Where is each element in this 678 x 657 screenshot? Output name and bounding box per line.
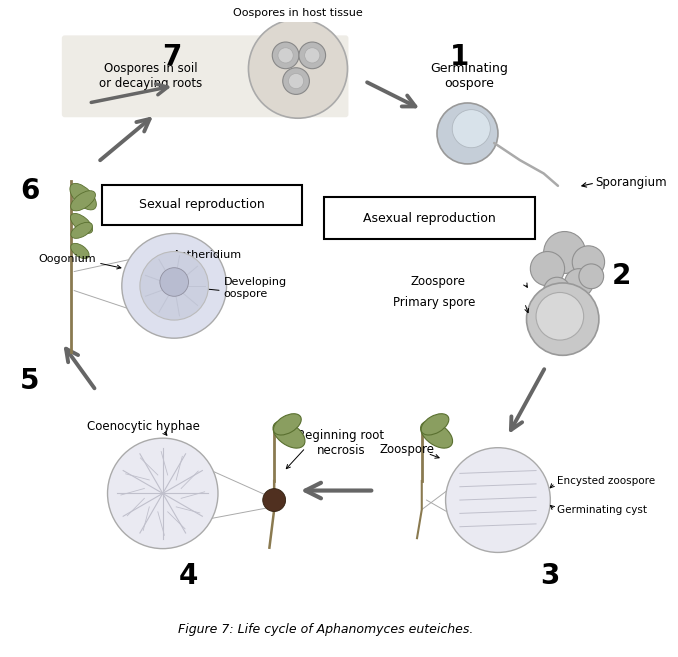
Circle shape xyxy=(452,110,490,148)
Text: 5: 5 xyxy=(20,367,39,395)
Ellipse shape xyxy=(71,214,93,233)
Ellipse shape xyxy=(421,414,449,435)
Circle shape xyxy=(283,68,309,95)
Ellipse shape xyxy=(273,421,305,448)
Ellipse shape xyxy=(273,414,301,435)
Ellipse shape xyxy=(420,421,453,448)
Circle shape xyxy=(160,267,188,296)
Ellipse shape xyxy=(71,222,92,238)
Text: 7: 7 xyxy=(163,43,182,71)
Circle shape xyxy=(304,48,320,63)
Ellipse shape xyxy=(71,191,96,211)
Text: 6: 6 xyxy=(20,177,39,204)
Circle shape xyxy=(108,438,218,549)
Text: 2: 2 xyxy=(612,262,631,290)
Text: Beginning root
necrosis: Beginning root necrosis xyxy=(297,429,384,457)
Text: Sporangium: Sporangium xyxy=(595,177,666,189)
Circle shape xyxy=(544,231,586,273)
Circle shape xyxy=(288,74,304,89)
Circle shape xyxy=(579,264,603,288)
Text: Developing
oospore: Developing oospore xyxy=(224,277,287,298)
Ellipse shape xyxy=(71,243,89,259)
FancyBboxPatch shape xyxy=(323,197,535,239)
FancyBboxPatch shape xyxy=(102,185,302,225)
Circle shape xyxy=(530,252,565,286)
Text: Antheridium: Antheridium xyxy=(173,250,242,260)
Circle shape xyxy=(278,48,293,63)
Circle shape xyxy=(527,283,599,355)
Text: Encysted zoospore: Encysted zoospore xyxy=(557,476,655,486)
Circle shape xyxy=(536,292,584,340)
Text: 3: 3 xyxy=(540,562,560,590)
Text: Zoospore: Zoospore xyxy=(379,443,434,456)
Circle shape xyxy=(140,252,208,320)
Circle shape xyxy=(248,19,348,118)
Circle shape xyxy=(565,269,593,297)
Text: Figure 7: Life cycle of Aphanomyces euteiches.: Figure 7: Life cycle of Aphanomyces eute… xyxy=(178,623,473,636)
Text: Sexual reproduction: Sexual reproduction xyxy=(139,198,264,212)
Circle shape xyxy=(299,42,325,69)
Circle shape xyxy=(273,42,299,69)
Text: Primary spore: Primary spore xyxy=(393,296,475,309)
Text: Oospores in soil
or decaying roots: Oospores in soil or decaying roots xyxy=(99,62,202,90)
Circle shape xyxy=(572,246,605,278)
Text: Zoospore: Zoospore xyxy=(410,275,465,288)
Text: Oogonium: Oogonium xyxy=(39,254,96,264)
Circle shape xyxy=(445,447,551,553)
Ellipse shape xyxy=(70,183,96,210)
Circle shape xyxy=(122,233,226,338)
Text: Oospores in host tissue: Oospores in host tissue xyxy=(233,7,363,18)
Text: Coenocytic hyphae: Coenocytic hyphae xyxy=(87,420,200,433)
Text: 4: 4 xyxy=(179,562,198,590)
Text: Asexual reproduction: Asexual reproduction xyxy=(363,212,496,225)
Text: Germinating cyst: Germinating cyst xyxy=(557,505,647,514)
Text: 1: 1 xyxy=(450,43,469,71)
Circle shape xyxy=(544,277,570,304)
Text: Germinating
oospore: Germinating oospore xyxy=(431,62,508,90)
Circle shape xyxy=(437,103,498,164)
Circle shape xyxy=(263,489,285,512)
FancyBboxPatch shape xyxy=(62,35,348,117)
